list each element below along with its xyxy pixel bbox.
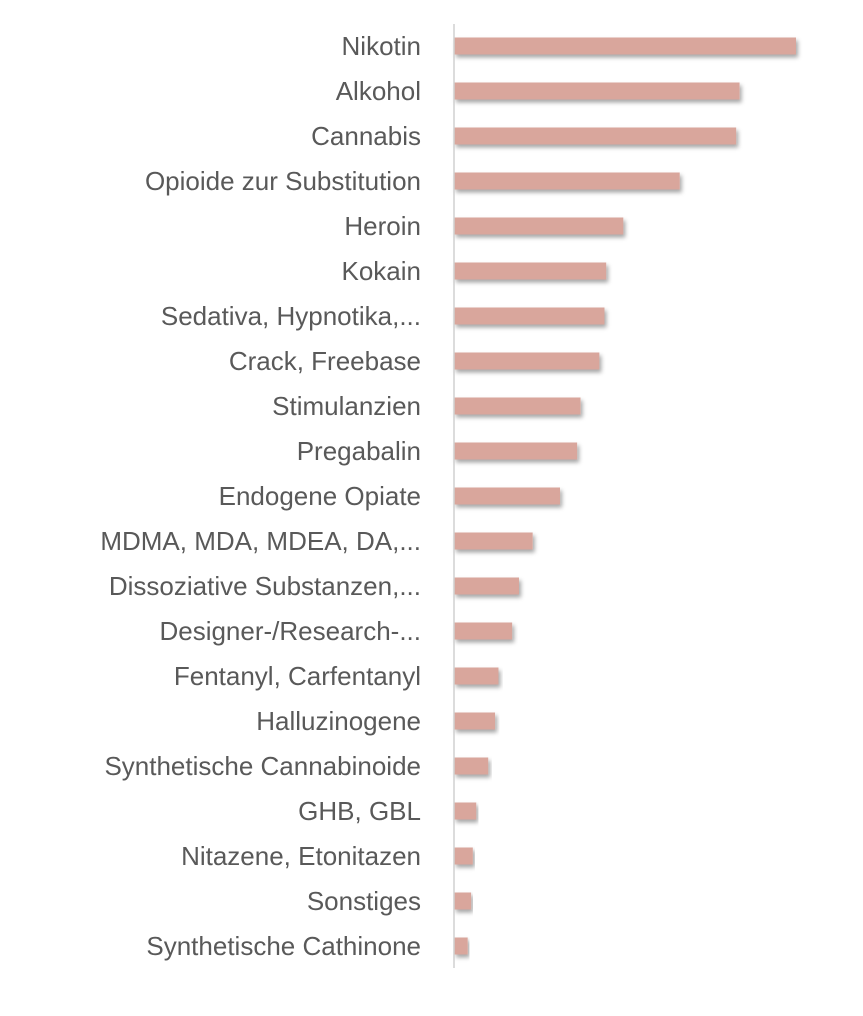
category-label: Dissoziative Substanzen,... <box>109 571 421 601</box>
category-label: Cannabis <box>311 121 421 151</box>
category-label: Nitazene, Etonitazen <box>181 841 421 871</box>
bar-12 <box>454 577 519 595</box>
bar-10 <box>454 487 561 505</box>
bar-6 <box>454 307 605 325</box>
bar-0 <box>454 37 796 55</box>
bar-3 <box>454 172 680 190</box>
category-label: Sedativa, Hypnotika,... <box>161 301 421 331</box>
bar-15 <box>454 712 496 730</box>
category-label: Endogene Opiate <box>219 481 421 511</box>
bar-2 <box>454 127 737 145</box>
category-label: Kokain <box>342 256 422 286</box>
bar-11 <box>454 532 533 550</box>
category-label: GHB, GBL <box>298 796 421 826</box>
bars-layer <box>454 37 796 955</box>
category-label: Synthetische Cannabinoide <box>104 751 421 781</box>
category-label: Opioide zur Substitution <box>145 166 421 196</box>
category-labels: Nikotin Alkohol Cannabis Opioide zur Substi… <box>100 31 421 961</box>
bar-8 <box>454 397 581 415</box>
bar-9 <box>454 442 578 460</box>
category-label: Synthetische Cathinone <box>146 931 421 961</box>
bar-18 <box>454 847 473 865</box>
category-label: Sonstiges <box>307 886 421 916</box>
bar-7 <box>454 352 600 370</box>
category-label: Heroin <box>344 211 421 241</box>
category-label: Alkohol <box>336 76 421 106</box>
category-label: MDMA, MDA, MDEA, DA,... <box>100 526 421 556</box>
category-label: Fentanyl, Carfentanyl <box>174 661 421 691</box>
category-label: Crack, Freebase <box>229 346 421 376</box>
bar-20 <box>454 937 468 955</box>
bar-19 <box>454 892 472 910</box>
bar-4 <box>454 217 624 235</box>
category-label: Halluzinogene <box>256 706 421 736</box>
bar-17 <box>454 802 477 820</box>
category-label: Nikotin <box>342 31 421 61</box>
category-label: Pregabalin <box>297 436 421 466</box>
bar-1 <box>454 82 740 100</box>
bar-13 <box>454 622 513 640</box>
category-label: Designer-/Research-... <box>159 616 421 646</box>
bar-16 <box>454 757 489 775</box>
category-label: Stimulanzien <box>272 391 421 421</box>
bar-5 <box>454 262 607 280</box>
bar-14 <box>454 667 499 685</box>
